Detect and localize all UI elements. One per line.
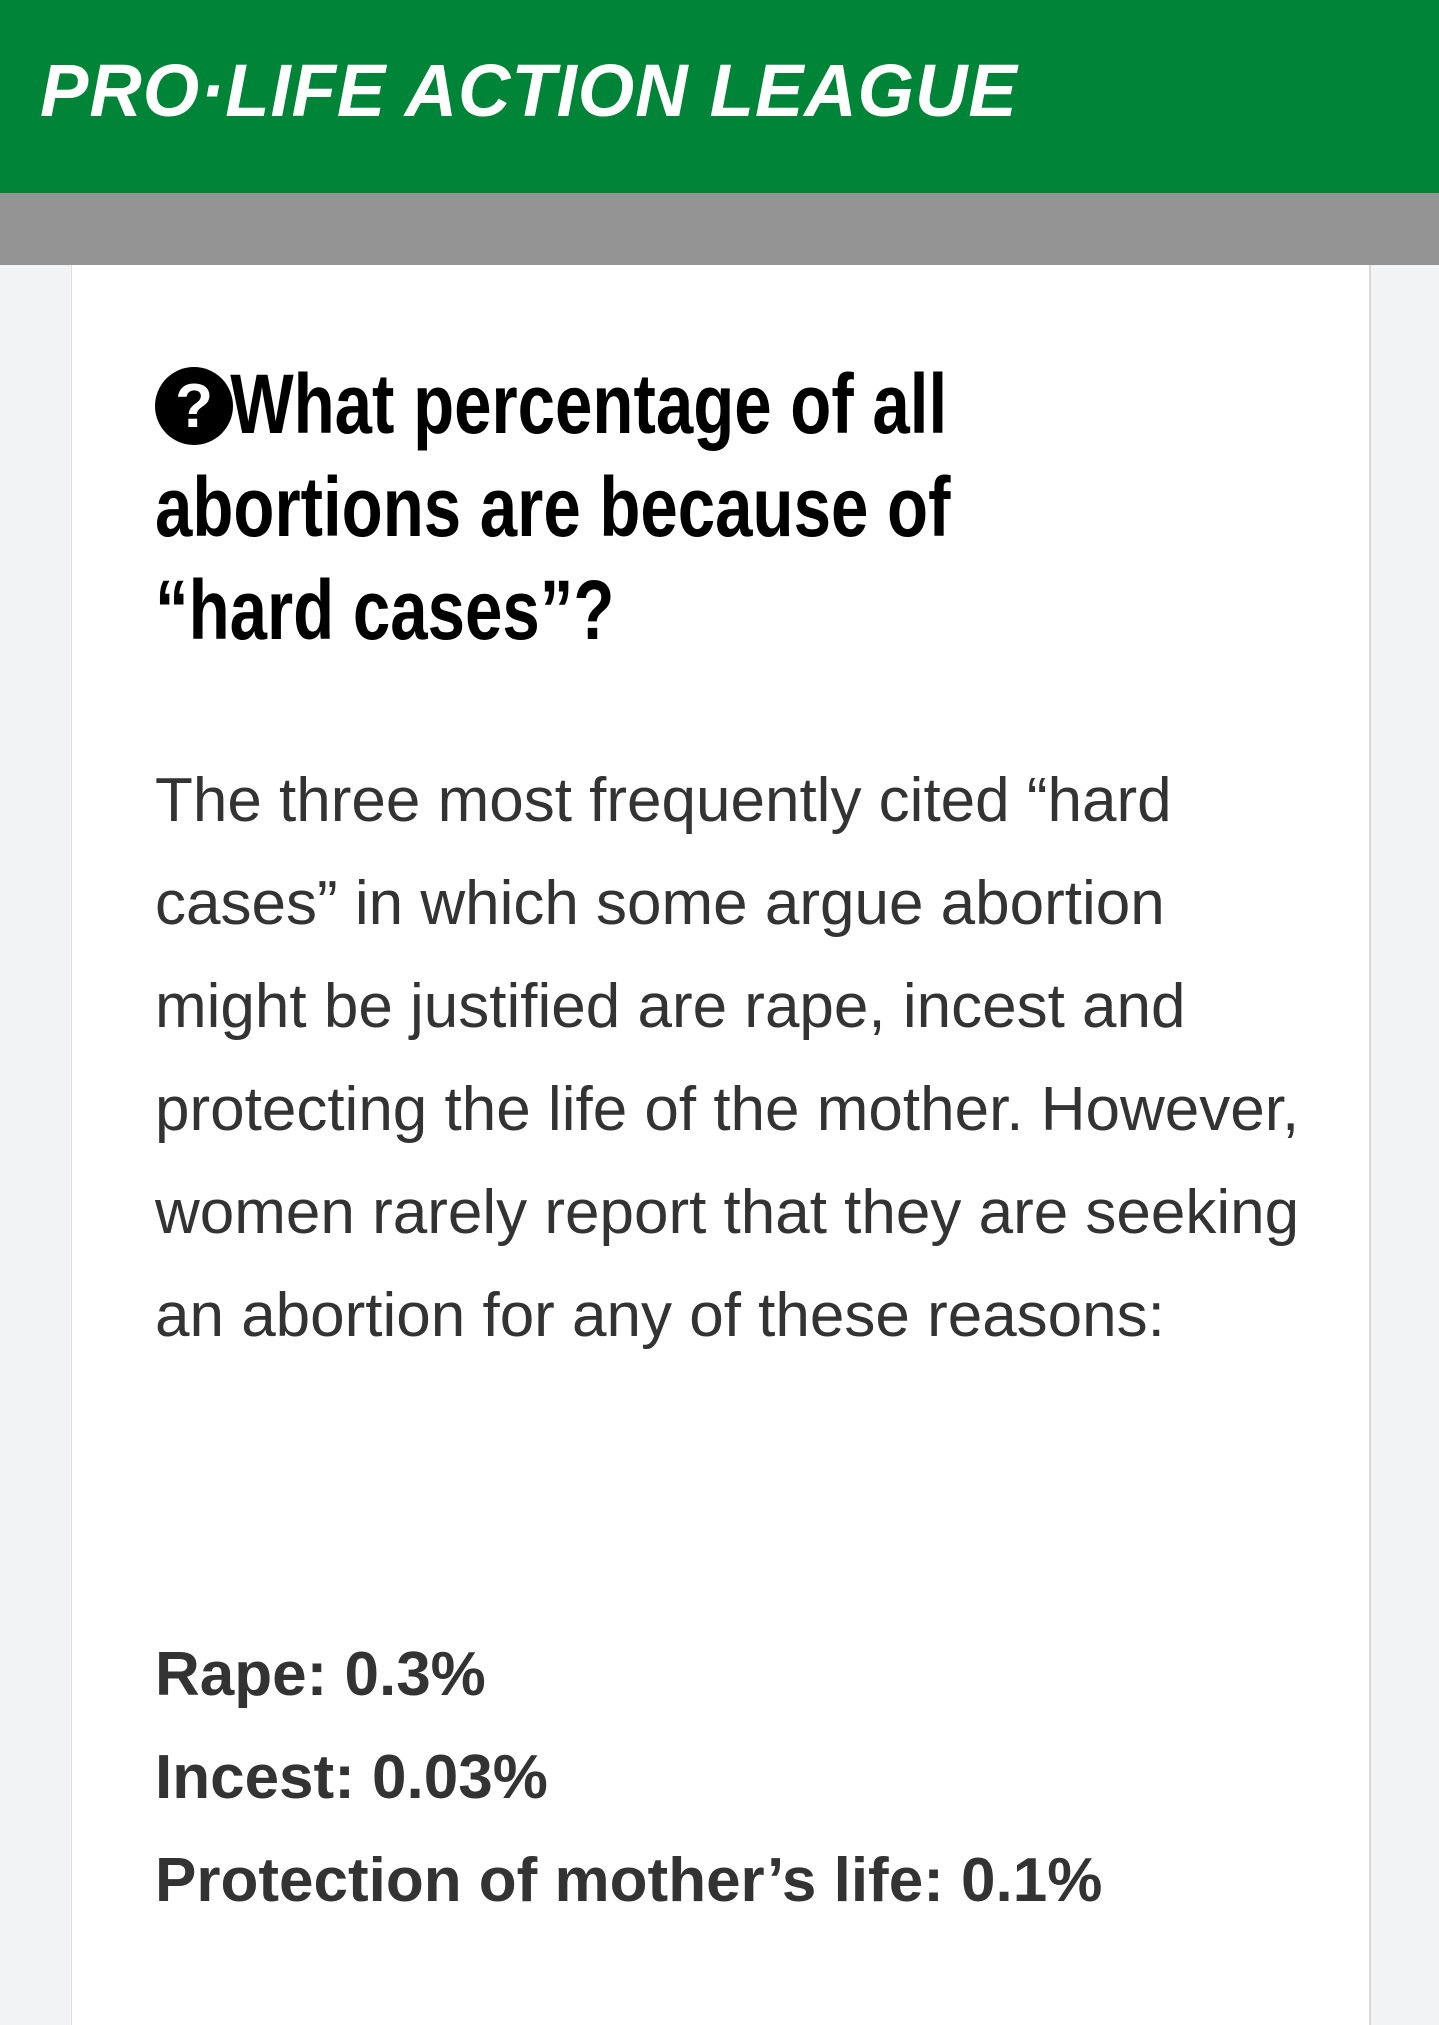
article-title: ? What percentage of all abortions are be…: [155, 353, 1075, 662]
stat-rape: Rape: 0.3%: [155, 1640, 486, 1709]
site-header: PRO·LIFE ACTION LEAGUE: [0, 0, 1439, 193]
nav-bar: [0, 193, 1439, 265]
article-body: The three most frequently cited “hard ca…: [155, 766, 1300, 1350]
stat-incest: Incest: 0.03%: [155, 1743, 548, 1812]
article-card: ? What percentage of all abortions are be…: [71, 265, 1371, 2025]
article-title-text: What percentage of all abortions are bec…: [155, 357, 951, 657]
site-logo[interactable]: PRO·LIFE ACTION LEAGUE: [40, 49, 1018, 132]
question-circle-icon: ?: [155, 367, 233, 445]
stat-mother-life: Protection of mother’s life: 0.1%: [155, 1846, 1103, 1915]
stats-list: Rape: 0.3% Incest: 0.03% Protection of m…: [155, 1623, 1305, 1932]
